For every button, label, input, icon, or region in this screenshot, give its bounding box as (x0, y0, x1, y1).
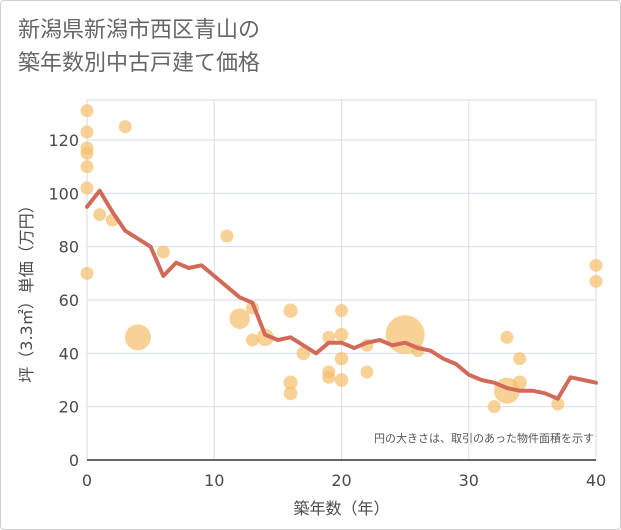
axes: 0 10 20 30 40 0 20 40 60 80 100 120 (48, 131, 606, 490)
data-bubble (93, 208, 107, 222)
data-bubble (334, 327, 349, 342)
y-tick-label: 100 (48, 184, 79, 203)
data-bubble (512, 375, 527, 390)
x-tick-label: 40 (586, 471, 606, 490)
y-tick-label: 60 (59, 291, 79, 310)
data-bubble (80, 104, 94, 118)
data-bubble (80, 266, 94, 280)
title-line-2: 築年数別中古戸建て価格 (18, 51, 261, 76)
data-bubble (80, 160, 94, 174)
data-bubble (487, 400, 501, 414)
data-bubble (322, 330, 336, 344)
data-bubble (256, 328, 274, 347)
data-bubble (283, 386, 298, 401)
data-bubble (500, 330, 514, 344)
data-bubble (589, 274, 603, 288)
data-bubble (296, 346, 311, 361)
grid-lines (86, 99, 597, 461)
x-tick-label: 10 (204, 471, 224, 490)
data-bubble (156, 245, 170, 259)
y-tick-label: 0 (69, 451, 79, 470)
data-bubble (118, 120, 132, 134)
data-bubble (513, 352, 527, 366)
data-bubble (283, 303, 298, 318)
data-bubble (360, 365, 374, 379)
data-bubble (334, 351, 349, 366)
data-bubble (245, 333, 259, 347)
y-tick-label: 80 (59, 238, 79, 257)
data-bubble (124, 324, 151, 351)
data-bubble (589, 258, 603, 272)
y-tick-label: 20 (59, 398, 79, 417)
data-bubble (229, 308, 250, 329)
data-bubble (283, 375, 298, 390)
x-axis-label: 築年数（年） (293, 499, 389, 518)
x-tick-label: 20 (331, 471, 351, 490)
data-bubble (322, 370, 336, 384)
y-tick-label: 120 (48, 131, 79, 150)
data-bubble (334, 373, 349, 387)
data-bubble (220, 229, 234, 243)
y-tick-label: 40 (59, 344, 79, 363)
x-tick-label: 30 (459, 471, 479, 490)
y-axis-label: 坪（3.3㎡）単価（万円） (17, 197, 36, 382)
trend-line (85, 188, 598, 401)
chart-title: 新潟県新潟市西区青山の 築年数別中古戸建て価格 (18, 14, 578, 80)
data-bubble (80, 146, 94, 160)
title-line-1: 新潟県新潟市西区青山の (18, 18, 261, 43)
data-bubble (551, 397, 565, 411)
trend-line-group (85, 188, 598, 401)
data-bubble (80, 181, 94, 195)
data-bubble (335, 304, 348, 318)
size-note: 円の大きさは、取引のあった物件面積を示す (374, 431, 594, 445)
data-bubble (80, 125, 94, 139)
x-tick-label: 0 (82, 471, 92, 490)
